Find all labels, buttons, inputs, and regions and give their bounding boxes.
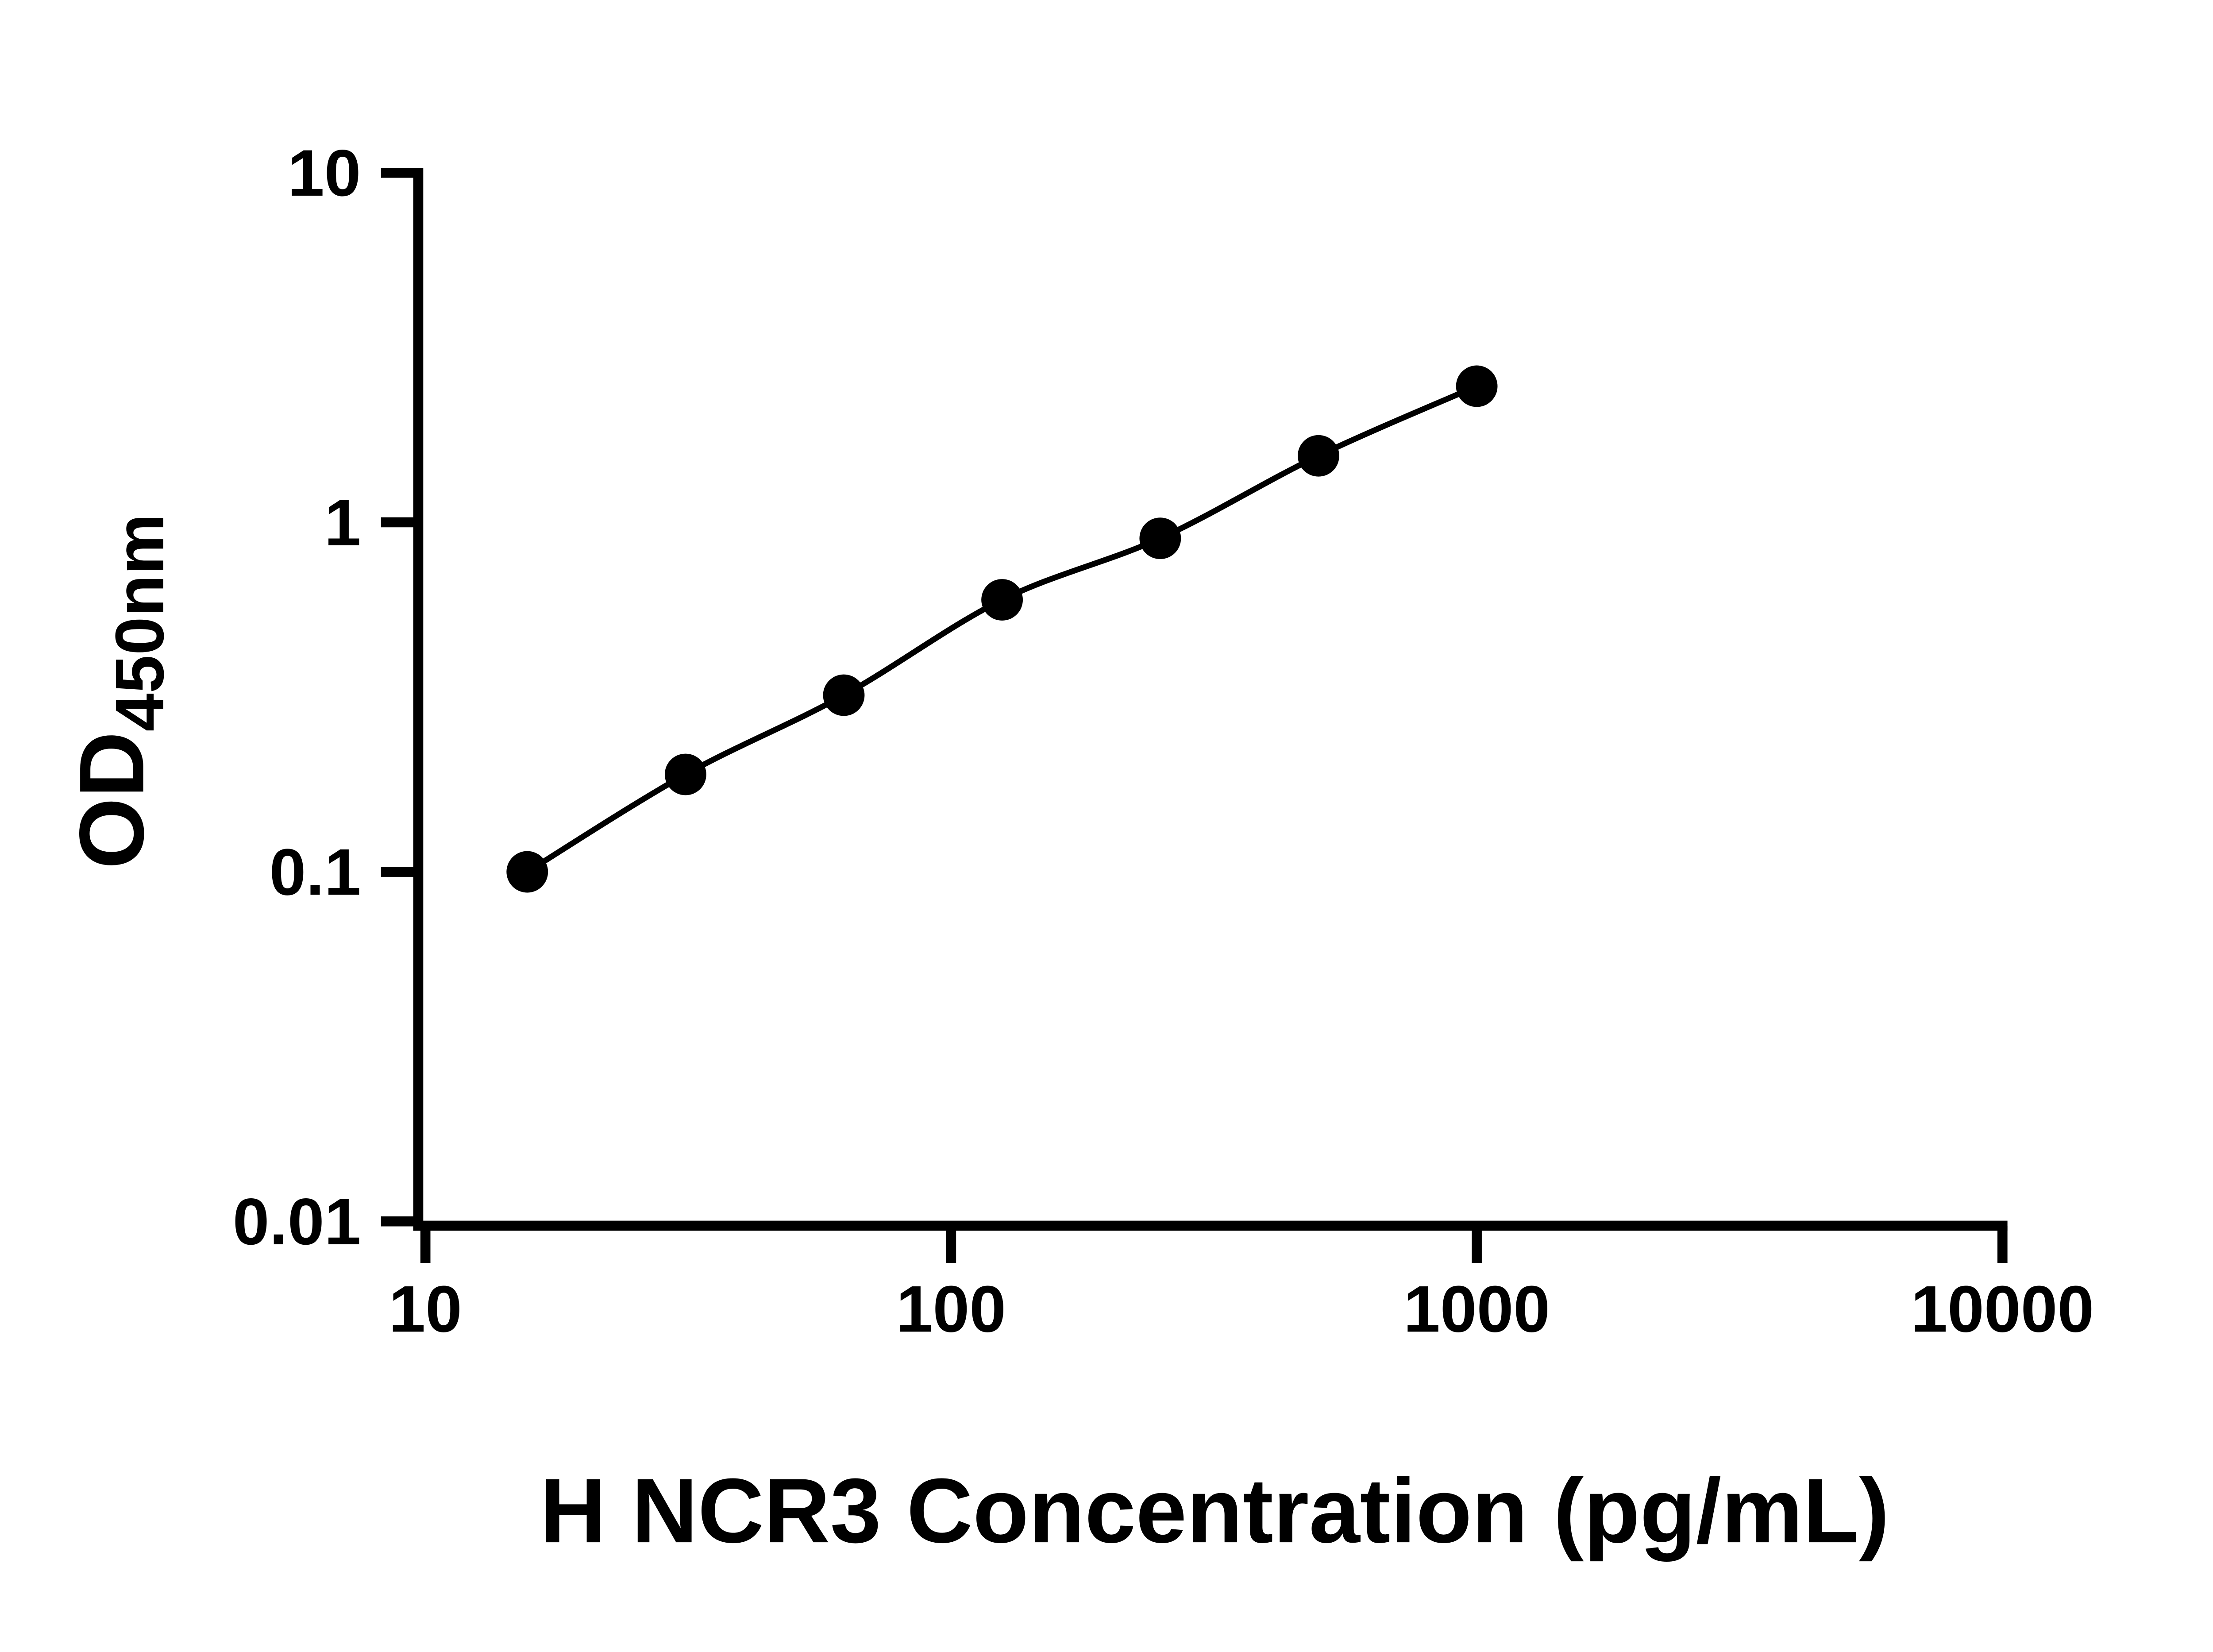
y-tick-label: 1 bbox=[324, 486, 361, 560]
data-point-marker bbox=[506, 851, 548, 893]
data-point-marker bbox=[823, 674, 865, 716]
data-point-marker bbox=[1298, 435, 1339, 477]
y-tick-label: 10 bbox=[288, 136, 361, 210]
y-axis-title-main: OD bbox=[61, 732, 163, 869]
chart-data-layer bbox=[506, 365, 1498, 893]
y-axis-title-subscript: 450nm bbox=[101, 513, 178, 731]
x-tick-label: 100 bbox=[896, 1272, 1006, 1346]
y-tick-label: 0.1 bbox=[270, 835, 361, 909]
data-point-marker bbox=[1139, 517, 1181, 560]
data-point-marker bbox=[664, 753, 706, 795]
x-tick-label: 10000 bbox=[1911, 1272, 2094, 1346]
data-point-marker bbox=[1456, 365, 1498, 407]
x-tick-label: 10 bbox=[389, 1272, 462, 1346]
y-axis-title: OD450nm bbox=[61, 513, 178, 869]
data-point-marker bbox=[981, 579, 1023, 621]
chart-axes-layer: 10 100 1000 10000 0.01 0.1 1 10 bbox=[233, 136, 2094, 1346]
x-tick-label: 1000 bbox=[1403, 1272, 1550, 1346]
y-tick-label: 0.01 bbox=[233, 1185, 361, 1258]
x-axis-title: H NCR3 Concentration (pg/mL) bbox=[540, 1459, 1889, 1562]
